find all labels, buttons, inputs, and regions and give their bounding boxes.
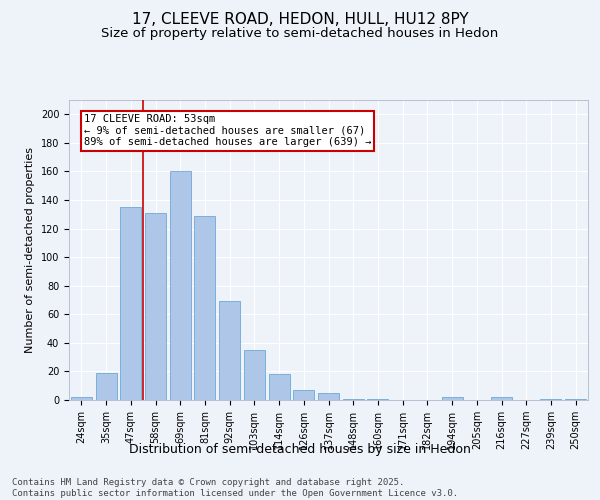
Bar xyxy=(71,397,92,400)
Text: Contains HM Land Registry data © Crown copyright and database right 2025.
Contai: Contains HM Land Registry data © Crown c… xyxy=(12,478,458,498)
Bar xyxy=(269,374,290,400)
Bar xyxy=(194,216,215,400)
Bar xyxy=(343,398,364,400)
Text: Size of property relative to semi-detached houses in Hedon: Size of property relative to semi-detach… xyxy=(101,28,499,40)
Text: Distribution of semi-detached houses by size in Hedon: Distribution of semi-detached houses by … xyxy=(129,442,471,456)
Bar xyxy=(293,390,314,400)
Text: 17, CLEEVE ROAD, HEDON, HULL, HU12 8PY: 17, CLEEVE ROAD, HEDON, HULL, HU12 8PY xyxy=(131,12,469,28)
Bar xyxy=(244,350,265,400)
Bar xyxy=(367,398,388,400)
Bar xyxy=(318,393,339,400)
Bar xyxy=(170,172,191,400)
Bar xyxy=(541,398,562,400)
Y-axis label: Number of semi-detached properties: Number of semi-detached properties xyxy=(25,147,35,353)
Bar xyxy=(491,397,512,400)
Bar xyxy=(565,398,586,400)
Text: 17 CLEEVE ROAD: 53sqm
← 9% of semi-detached houses are smaller (67)
89% of semi-: 17 CLEEVE ROAD: 53sqm ← 9% of semi-detac… xyxy=(84,114,371,148)
Bar xyxy=(120,207,141,400)
Bar xyxy=(145,213,166,400)
Bar xyxy=(95,373,116,400)
Bar xyxy=(442,397,463,400)
Bar xyxy=(219,302,240,400)
